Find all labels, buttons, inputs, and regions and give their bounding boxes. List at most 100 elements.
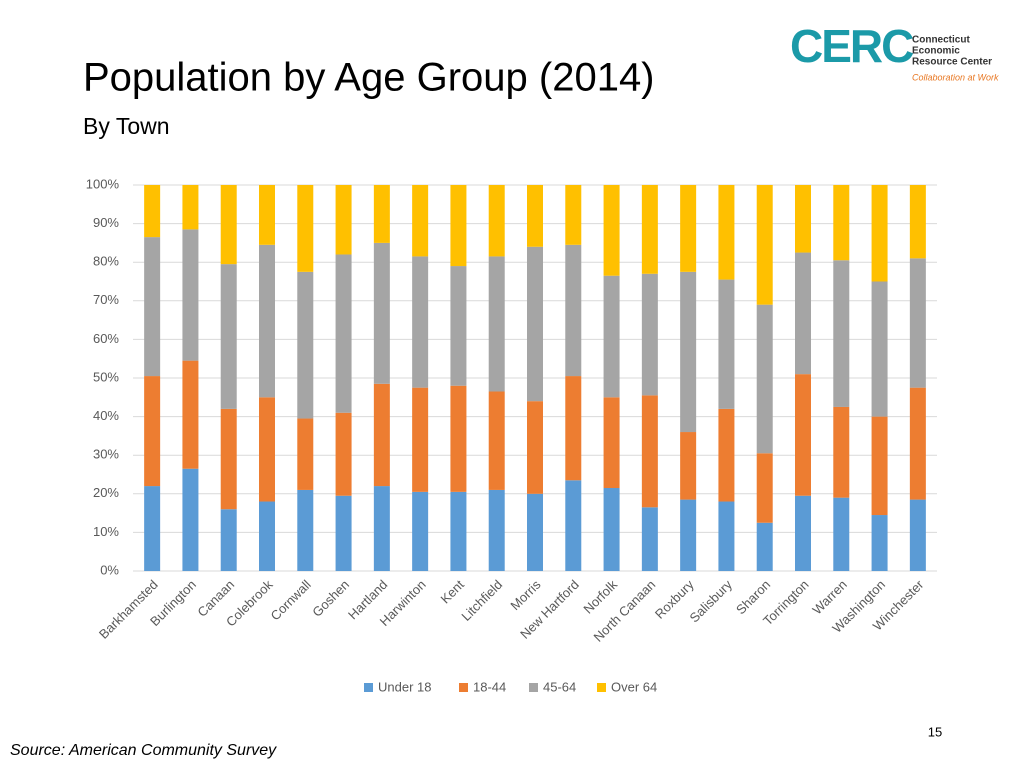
bar-segment <box>488 391 505 490</box>
bar-segment <box>450 185 467 267</box>
bar-segment <box>527 246 543 402</box>
bar-segment <box>680 432 697 500</box>
bar-segment <box>603 397 620 489</box>
x-tick-label: Morris <box>507 577 543 613</box>
bar-segment <box>450 385 467 492</box>
y-tick-label: 20% <box>93 485 119 500</box>
bar-segment <box>527 401 543 494</box>
bar-segment <box>909 499 926 571</box>
legend-label: 45-64 <box>543 679 576 694</box>
bar-segment <box>641 507 658 571</box>
bar-segment <box>871 185 888 282</box>
page-number: 15 <box>928 724 942 739</box>
bar-segment <box>603 275 620 398</box>
bar-segment <box>833 497 850 571</box>
bar-segment <box>297 489 314 571</box>
logo-line: Resource Center <box>912 57 992 68</box>
bar-segment <box>909 185 926 259</box>
bar-segment <box>641 273 658 396</box>
bar-segment <box>412 387 429 492</box>
legend-swatch <box>529 683 538 692</box>
bar-segment <box>603 488 620 571</box>
bar-segment <box>412 185 429 257</box>
logo-line: Economic <box>912 46 960 57</box>
legend-label: 18-44 <box>473 679 506 694</box>
bar-segment <box>756 453 773 523</box>
y-tick-label: 80% <box>93 254 119 269</box>
bar-segment <box>144 376 161 487</box>
bar-segment <box>871 281 888 417</box>
bar-segment <box>680 185 697 272</box>
y-tick-label: 0% <box>100 562 119 577</box>
bar-segment <box>182 468 199 571</box>
bar-segment <box>412 491 429 571</box>
bar-segment <box>412 256 429 388</box>
bar-segment <box>259 397 275 502</box>
y-tick-label: 50% <box>93 369 119 384</box>
bar-segment <box>756 185 773 305</box>
legend-swatch <box>364 683 373 692</box>
bar-segment <box>220 509 237 571</box>
x-tick-label: Barkhamsted <box>96 577 161 642</box>
bar-segment <box>144 486 161 571</box>
bar-segment <box>335 185 352 255</box>
bar-segment <box>527 185 543 247</box>
bar-segment <box>756 522 773 571</box>
x-tick-label: Cornwall <box>267 577 313 623</box>
bar-segment <box>795 374 811 496</box>
x-tick-label: Salisbury <box>687 577 736 626</box>
bar-segment <box>335 412 352 496</box>
bar-segment <box>718 501 735 571</box>
logo-mark: CERC <box>790 20 913 72</box>
x-tick-label: Litchfield <box>458 577 505 624</box>
bar-segment <box>488 256 505 392</box>
logo-tagline: Collaboration at Work <box>912 72 999 82</box>
bar-segment <box>144 185 161 238</box>
bar-segment <box>297 271 314 419</box>
legend-label: Over 64 <box>611 679 657 694</box>
bar-segment <box>795 185 811 253</box>
y-tick-label: 30% <box>93 447 119 462</box>
bar-segment <box>833 260 850 407</box>
bar-segment <box>718 279 735 409</box>
logo-line: Connecticut <box>912 35 970 46</box>
bar-segment <box>259 501 275 571</box>
bar-segment <box>871 416 888 516</box>
bar-segment <box>297 185 314 272</box>
bar-segment <box>871 515 888 571</box>
source-note: Source: American Community Survey <box>10 742 277 759</box>
y-tick-label: 100% <box>86 176 120 191</box>
bar-segment <box>220 185 237 265</box>
bar-segment <box>450 491 467 571</box>
bar-segment <box>718 408 735 502</box>
y-tick-label: 70% <box>93 292 119 307</box>
bar-segment <box>488 185 505 257</box>
bar-segment <box>565 244 582 377</box>
legend-swatch <box>597 683 606 692</box>
bar-segment <box>220 264 237 409</box>
bar-segment <box>488 489 505 571</box>
chart-title: Population by Age Group (2014) <box>83 56 655 100</box>
y-tick-label: 10% <box>93 524 119 539</box>
bar-segment <box>297 418 314 490</box>
y-tick-label: 40% <box>93 408 119 423</box>
bar-segment <box>641 185 658 274</box>
bar-segment <box>259 244 275 398</box>
bar-segment <box>182 229 199 361</box>
y-tick-label: 60% <box>93 331 119 346</box>
bar-segment <box>795 252 811 375</box>
bar-segment <box>909 387 926 500</box>
bar-segment <box>182 185 199 230</box>
bar-segment <box>833 185 850 261</box>
bar-segment <box>718 185 735 280</box>
bar-segment <box>909 258 926 388</box>
bar-segment <box>565 185 582 245</box>
bar-segment <box>756 304 773 454</box>
bar-segment <box>641 395 658 508</box>
bar-segment <box>259 185 275 245</box>
bar-segment <box>182 360 199 469</box>
bar-segment <box>373 185 390 243</box>
bar-segment <box>450 266 467 386</box>
bar-segment <box>603 185 620 276</box>
bar-segment <box>335 495 352 571</box>
